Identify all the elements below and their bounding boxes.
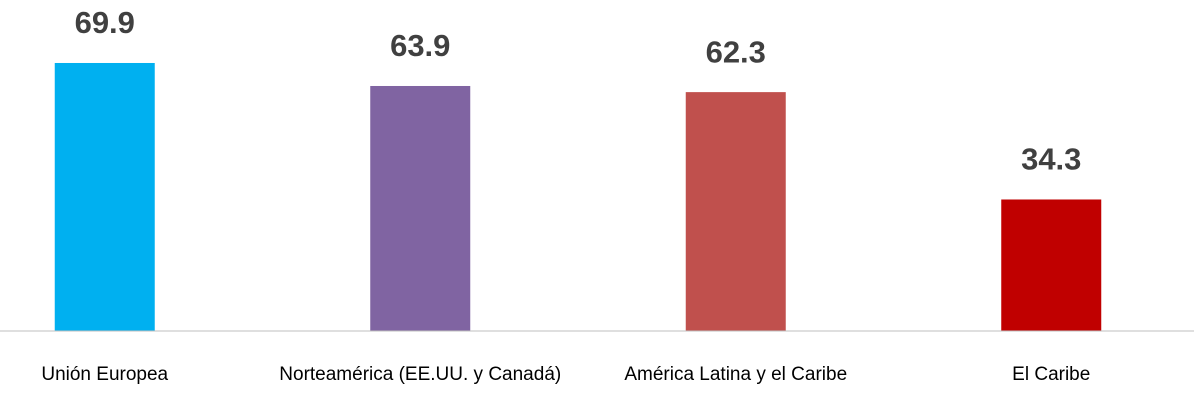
- data-label: 63.9: [390, 28, 450, 63]
- x-tick-label: Norteamérica (EE.UU. y Canadá): [279, 364, 562, 385]
- data-label: 62.3: [706, 34, 766, 69]
- x-tick-label: Unión Europea: [41, 364, 169, 385]
- bar: [1001, 199, 1102, 331]
- bar: [54, 62, 155, 331]
- bar: [370, 85, 471, 332]
- data-label: 69.9: [75, 5, 135, 40]
- bar: [685, 92, 786, 332]
- x-tick-label: El Caribe: [1012, 364, 1091, 385]
- data-label: 34.3: [1021, 142, 1081, 177]
- x-tick-label: América Latina y el Caribe: [624, 364, 848, 385]
